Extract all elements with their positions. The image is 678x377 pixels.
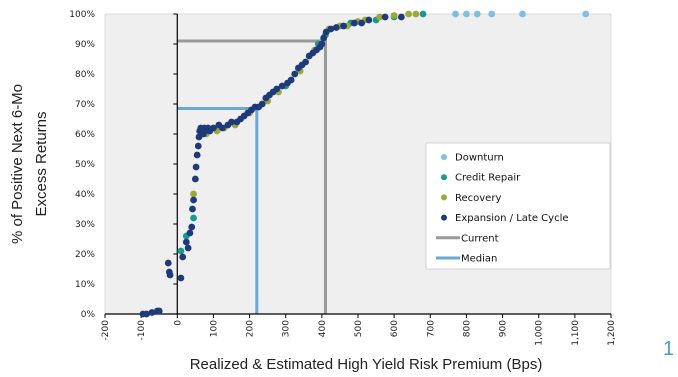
point-expansion-late-cycle bbox=[192, 163, 200, 171]
point-expansion-late-cycle bbox=[278, 82, 286, 90]
point-expansion-late-cycle bbox=[148, 309, 156, 316]
data-points bbox=[139, 10, 590, 318]
point-expansion-late-cycle bbox=[273, 85, 281, 93]
legend-marker-expansion-late-cycle bbox=[441, 214, 447, 221]
point-expansion-late-cycle bbox=[164, 259, 172, 267]
point-expansion-late-cycle bbox=[186, 229, 194, 237]
x-tick-label: 600 bbox=[390, 320, 400, 337]
y-axis-title-line1: % of Positive Next 6-Mo bbox=[9, 84, 26, 244]
x-tick-label: 500 bbox=[354, 320, 364, 337]
point-downturn bbox=[473, 10, 481, 18]
point-credit-repair bbox=[177, 247, 185, 255]
point-expansion-late-cycle bbox=[258, 100, 266, 108]
point-downturn bbox=[463, 10, 470, 18]
point-downturn bbox=[519, 10, 526, 18]
x-tick-label: 1,100 bbox=[571, 320, 581, 346]
point-expansion-late-cycle bbox=[287, 76, 295, 84]
legend: Downturn Credit Repair Recovery Expansion /… bbox=[425, 142, 611, 270]
point-expansion-late-cycle bbox=[318, 40, 326, 48]
y-tick-label: 70% bbox=[75, 100, 95, 110]
point-expansion-late-cycle bbox=[327, 25, 335, 33]
point-expansion-late-cycle bbox=[381, 13, 389, 21]
point-expansion-late-cycle bbox=[210, 124, 217, 132]
x-tick-label: -200 bbox=[101, 320, 111, 341]
point-expansion-late-cycle bbox=[350, 19, 358, 27]
point-expansion-late-cycle bbox=[191, 175, 199, 183]
y-axis-title-line2: Excess Returns bbox=[33, 111, 50, 216]
y-tick-label: 40% bbox=[75, 190, 95, 200]
x-tick-labels: -200 -100 0 100 200 300 400 500 600 700 800 900 1,00… bbox=[101, 320, 617, 346]
reference-line-current bbox=[177, 39, 327, 314]
point-expansion-late-cycle bbox=[177, 274, 185, 282]
x-tick-label: 900 bbox=[499, 320, 509, 337]
legend-label-recovery: Recovery bbox=[455, 193, 501, 204]
legend-label-downturn: Downturn bbox=[455, 153, 504, 164]
y-tick-labels: 0% 10% 20% 30% 40% 50% 60% 70% 80% 90% 100% bbox=[69, 10, 95, 320]
point-expansion-late-cycle bbox=[365, 16, 373, 24]
legend-label-credit-repair: Credit Repair bbox=[455, 173, 521, 184]
point-expansion-late-cycle bbox=[194, 142, 202, 150]
point-downturn bbox=[488, 10, 496, 18]
y-tick-label: 100% bbox=[69, 10, 95, 20]
point-expansion-late-cycle bbox=[184, 244, 192, 252]
x-tick-label: 700 bbox=[426, 320, 436, 337]
point-expansion-late-cycle bbox=[188, 223, 196, 231]
point-expansion-late-cycle bbox=[143, 310, 150, 318]
x-tick-label: 300 bbox=[282, 320, 292, 337]
x-tick-label: 0 bbox=[173, 320, 183, 326]
x-tick-label: 100 bbox=[209, 320, 219, 337]
y-tick-label: 60% bbox=[75, 130, 95, 140]
x-axis-title: Realized & Estimated High Yield Risk Pre… bbox=[190, 356, 543, 373]
y-tick-label: 0% bbox=[81, 310, 96, 320]
legend-marker-downturn bbox=[441, 154, 447, 160]
point-expansion-late-cycle bbox=[397, 13, 405, 21]
x-tick-label: 200 bbox=[246, 320, 256, 337]
point-expansion-late-cycle bbox=[155, 307, 163, 315]
x-tick-label: 1,000 bbox=[535, 320, 545, 346]
point-recovery bbox=[390, 12, 398, 19]
point-downturn bbox=[582, 10, 590, 18]
point-credit-repair bbox=[190, 214, 197, 222]
y-tick-label: 10% bbox=[75, 280, 95, 290]
y-tick-label: 30% bbox=[75, 220, 95, 230]
x-tick-label: -100 bbox=[137, 320, 147, 341]
legend-label-current: Current bbox=[461, 233, 499, 244]
point-expansion-late-cycle bbox=[340, 22, 347, 30]
point-expansion-late-cycle bbox=[182, 238, 190, 246]
point-expansion-late-cycle bbox=[332, 24, 340, 31]
point-credit-repair bbox=[419, 10, 427, 18]
point-expansion-late-cycle bbox=[302, 58, 309, 66]
legend-label-expansion-late-cycle: Expansion / Late Cycle bbox=[455, 213, 569, 224]
point-recovery bbox=[405, 10, 412, 18]
point-expansion-late-cycle bbox=[291, 70, 299, 78]
y-tick-label: 80% bbox=[75, 70, 95, 80]
point-expansion-late-cycle bbox=[179, 253, 187, 261]
point-expansion-late-cycle bbox=[219, 124, 226, 132]
point-expansion-late-cycle bbox=[166, 271, 174, 279]
point-expansion-late-cycle bbox=[189, 205, 196, 213]
point-expansion-late-cycle bbox=[228, 118, 235, 126]
legend-marker-credit-repair bbox=[441, 174, 447, 181]
x-tick-label: 1,200 bbox=[607, 320, 617, 346]
x-tick-label: 800 bbox=[462, 320, 472, 337]
point-expansion-late-cycle bbox=[358, 19, 366, 27]
y-tick-label: 90% bbox=[75, 40, 95, 50]
point-recovery bbox=[412, 10, 420, 18]
y-tick-label: 50% bbox=[75, 160, 95, 170]
x-tick-label: 400 bbox=[318, 320, 328, 337]
point-recovery bbox=[376, 13, 384, 21]
legend-label-median: Median bbox=[461, 254, 497, 265]
point-downturn bbox=[452, 10, 459, 18]
y-tick-label: 20% bbox=[75, 250, 95, 260]
legend-marker-recovery bbox=[441, 194, 447, 201]
point-expansion-late-cycle bbox=[190, 196, 197, 204]
point-expansion-late-cycle bbox=[320, 34, 328, 42]
point-recovery bbox=[190, 190, 197, 198]
legend-box bbox=[425, 142, 611, 270]
page-number: 1 bbox=[663, 338, 674, 360]
axes bbox=[104, 13, 612, 318]
point-expansion-late-cycle bbox=[193, 151, 201, 159]
